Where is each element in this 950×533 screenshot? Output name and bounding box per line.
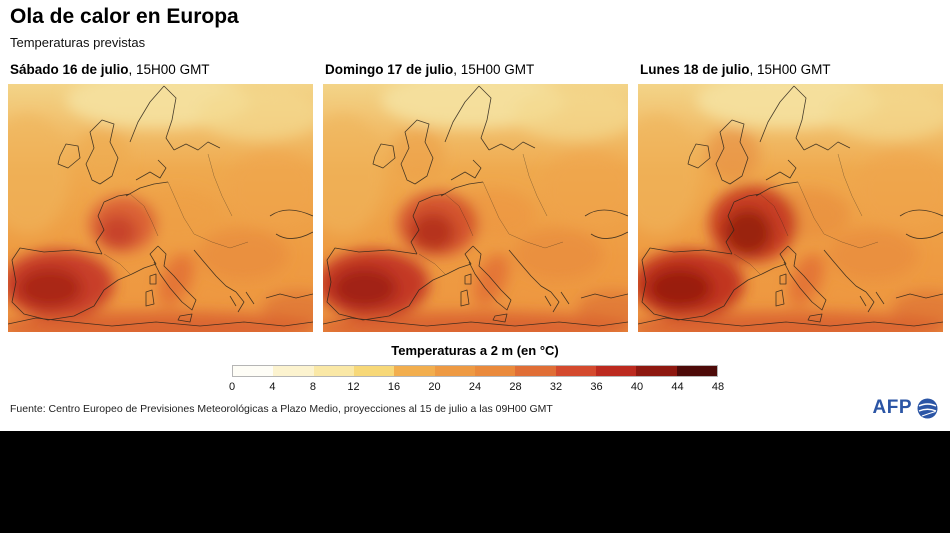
source-text: Fuente: Centro Europeo de Previsiones Me… bbox=[10, 403, 553, 415]
panel-time-label: , 15H00 GMT bbox=[749, 62, 831, 77]
legend-segment bbox=[515, 366, 556, 376]
legend-tick: 48 bbox=[711, 381, 725, 393]
panel-time-label: , 15H00 GMT bbox=[453, 62, 535, 77]
panel-date-heading: Sábado 16 de julio, 15H00 GMT bbox=[10, 62, 311, 79]
weather-map bbox=[638, 84, 943, 332]
letterbox-bar bbox=[0, 431, 950, 533]
afp-globe-icon bbox=[917, 398, 938, 418]
legend-segment bbox=[595, 366, 637, 376]
legend-title: Temperaturas a 2 m (en °C) bbox=[391, 343, 559, 358]
legend-segment bbox=[474, 366, 516, 376]
infographic-canvas: Ola de calor en Europa Temperaturas prev… bbox=[0, 0, 950, 431]
legend-tick: 28 bbox=[509, 381, 522, 393]
forecast-panels: Sábado 16 de julio, 15H00 GMT bbox=[8, 62, 943, 332]
legend-tick: 8 bbox=[309, 381, 317, 393]
panel-day-label: Domingo 17 de julio bbox=[325, 62, 454, 77]
legend-tick: 20 bbox=[428, 381, 441, 393]
forecast-panel-monday: Lunes 18 de julio, 15H00 GMT bbox=[638, 62, 943, 332]
legend-tick: 24 bbox=[468, 381, 482, 393]
panel-date-heading: Lunes 18 de julio, 15H00 GMT bbox=[640, 62, 941, 79]
legend-segment bbox=[555, 366, 596, 376]
legend-tick: 0 bbox=[228, 381, 236, 393]
afp-logo: AFP bbox=[873, 397, 939, 419]
panel-date-heading: Domingo 17 de julio, 15H00 GMT bbox=[325, 62, 626, 79]
panel-time-label: , 15H00 GMT bbox=[128, 62, 210, 77]
legend-ticks: 0 4 8 12 16 20 24 28 32 36 40 44 48 bbox=[228, 381, 724, 394]
legend-tick: 36 bbox=[590, 381, 603, 393]
legend-tick: 32 bbox=[549, 381, 563, 393]
legend-tick: 12 bbox=[347, 381, 360, 393]
legend-tick: 4 bbox=[269, 381, 276, 393]
legend-segment bbox=[636, 366, 677, 376]
forecast-panel-saturday: Sábado 16 de julio, 15H00 GMT bbox=[8, 62, 313, 332]
weather-map bbox=[323, 84, 628, 332]
page-title: Ola de calor en Europa bbox=[10, 5, 239, 28]
legend-tick: 44 bbox=[671, 381, 684, 393]
panel-day-label: Lunes 18 de julio bbox=[640, 62, 750, 77]
legend-segment bbox=[273, 366, 314, 376]
temperature-legend: Temperaturas a 2 m (en °C) 0 4 8 12 16 20 24 28… bbox=[0, 343, 950, 394]
legend-tick: 40 bbox=[630, 381, 644, 393]
legend-segment bbox=[394, 366, 435, 376]
forecast-panel-sunday: Domingo 17 de julio, 15H00 GMT bbox=[323, 62, 628, 332]
legend-segment bbox=[353, 366, 395, 376]
legend-segment bbox=[313, 366, 354, 376]
legend-segment bbox=[434, 366, 475, 376]
legend-segment bbox=[233, 366, 274, 376]
page-subtitle: Temperaturas previstas bbox=[10, 35, 146, 50]
legend-segment bbox=[676, 366, 717, 376]
weather-map bbox=[8, 84, 313, 332]
legend-bar bbox=[232, 365, 718, 377]
panel-day-label: Sábado 16 de julio bbox=[10, 62, 129, 77]
afp-logo-text: AFP bbox=[872, 397, 912, 418]
legend-tick: 16 bbox=[387, 381, 401, 393]
